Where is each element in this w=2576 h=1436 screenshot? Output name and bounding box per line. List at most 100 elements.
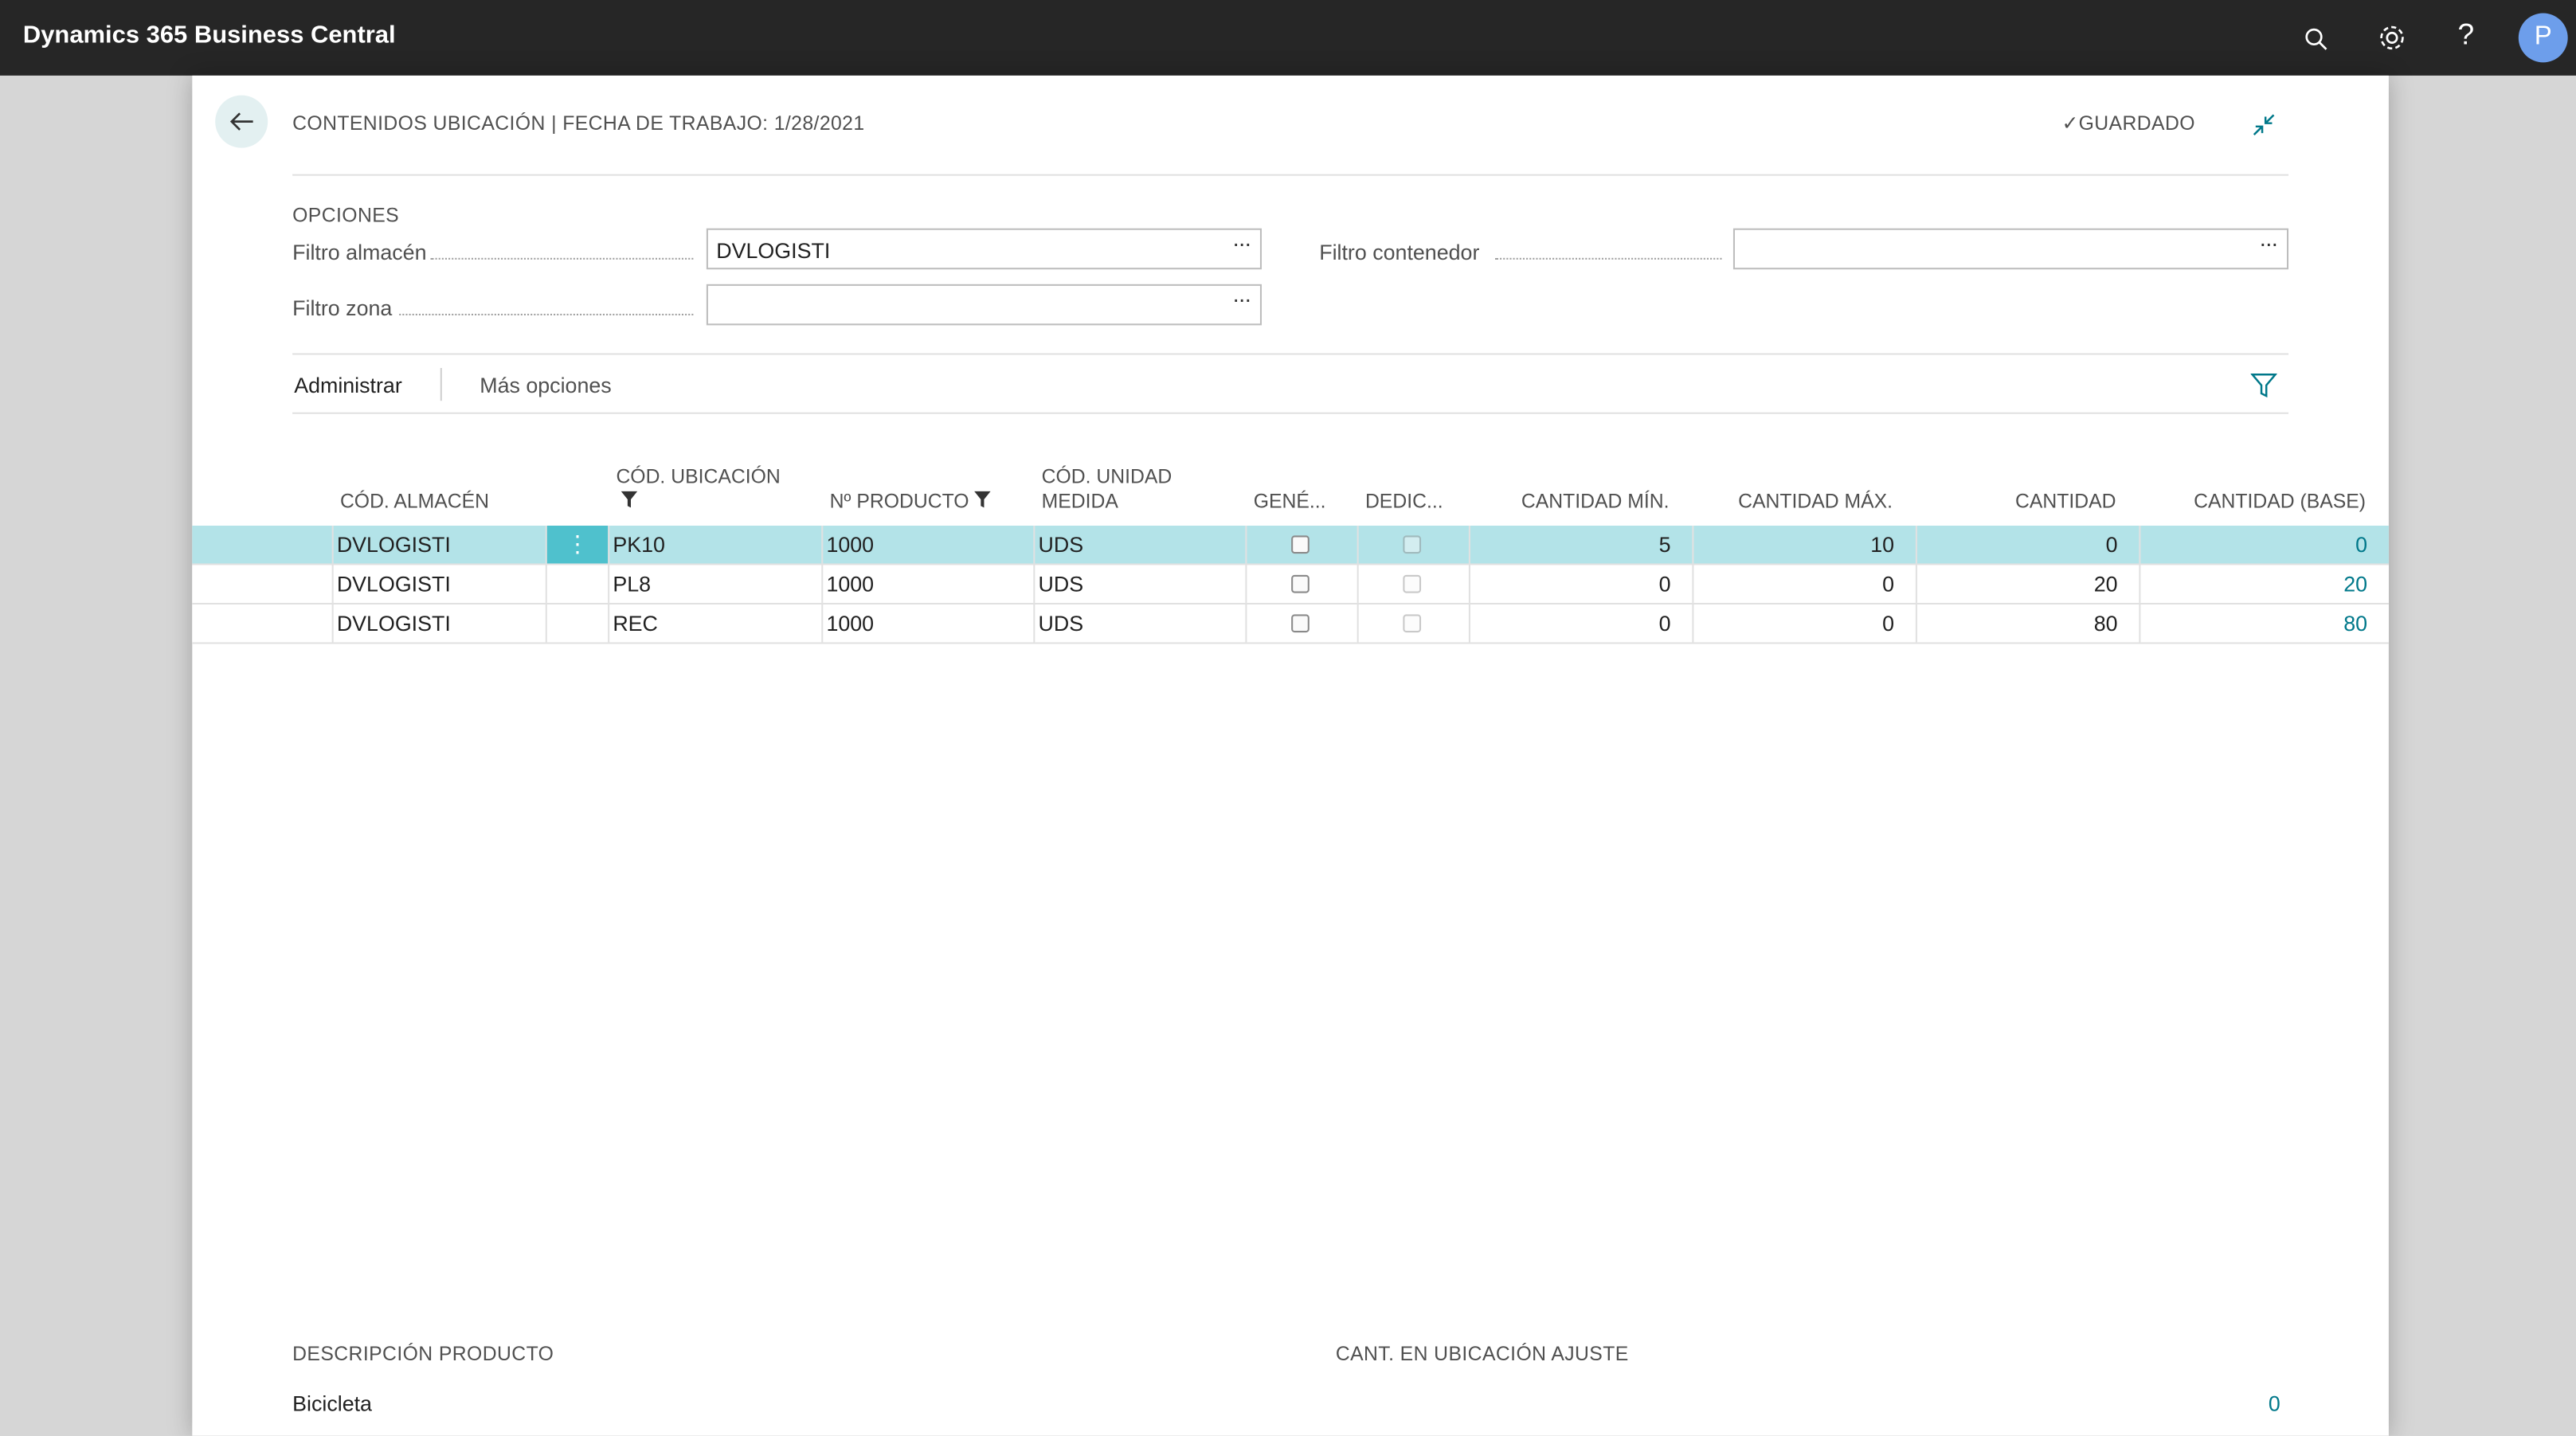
header-text: CÓD. UBICACIÓN: [616, 464, 781, 488]
cell-border: [1915, 565, 1917, 603]
column-header[interactable]: CÓD. UBICACIÓN: [608, 453, 821, 514]
column-header[interactable]: Nº PRODUCTO: [821, 453, 1033, 514]
cell-text: 20: [2093, 571, 2118, 597]
checkbox: [1403, 614, 1422, 633]
cell-text: 5: [1658, 532, 1671, 558]
cell-link[interactable]: 0: [2355, 532, 2368, 558]
search-icon[interactable]: [2304, 26, 2330, 53]
divider: [292, 353, 2289, 355]
app-name: Dynamics 365 Business Central: [22, 21, 396, 49]
cell-border: [2139, 526, 2141, 564]
action-menu[interactable]: Más opciones: [480, 373, 612, 398]
cell-text: 0: [2105, 532, 2118, 558]
header-text: CÓD. ALMACÉN: [339, 489, 489, 513]
cell-text: UDS: [1038, 611, 1084, 636]
lookup-button[interactable]: ···: [1231, 229, 1252, 256]
cell-border: [331, 526, 334, 564]
cell-border: [2139, 605, 2141, 643]
header-text: DEDIC...: [1364, 489, 1443, 513]
cell-border: [545, 526, 547, 564]
leader-dots: [399, 313, 694, 315]
cell-border: [331, 605, 334, 643]
factbox-value: Bicicleta: [292, 1391, 372, 1416]
field-label: Filtro zona: [292, 295, 393, 321]
cell-border: [2139, 565, 2141, 603]
lookup-button[interactable]: ···: [2258, 229, 2279, 256]
checkbox: [1403, 535, 1422, 554]
column-header[interactable]: CANTIDAD (BASE): [2139, 453, 2389, 514]
saved-status: ✓GUARDADO: [2061, 112, 2195, 135]
column-header[interactable]: CANTIDAD MÁX.: [1692, 453, 1916, 514]
cell-text: 0: [1658, 571, 1671, 597]
cell-text: PK10: [613, 532, 665, 558]
checkbox[interactable]: [1291, 614, 1310, 633]
factbox-label: DESCRIPCIÓN PRODUCTO: [292, 1342, 554, 1365]
cell-border: [1357, 565, 1359, 603]
divider: [292, 174, 2289, 176]
checkbox: [1403, 574, 1422, 593]
field-value: DVLOGISTI: [716, 238, 831, 263]
page-panel: [192, 75, 2389, 1436]
filter-icon: [621, 491, 638, 508]
text-input[interactable]: ···: [1732, 228, 2289, 270]
filter-icon: [974, 491, 992, 508]
cell-border: [1245, 565, 1247, 603]
help-icon[interactable]: ?: [2457, 18, 2475, 51]
header-text: CÓD. UNIDAD MEDIDA: [1041, 464, 1173, 513]
page-title: CONTENIDOS UBICACIÓN | FECHA DE TRABAJO:…: [292, 112, 865, 135]
header-text: CANTIDAD (BASE): [2194, 489, 2366, 513]
cell-border: [545, 565, 547, 603]
cell-border: [1915, 526, 1917, 564]
lookup-button[interactable]: ···: [1231, 285, 1252, 312]
table-row[interactable]: [192, 565, 2389, 605]
cell-border: [1692, 605, 1694, 643]
cell-text: DVLOGISTI: [336, 532, 451, 558]
cell-link[interactable]: 80: [2343, 611, 2368, 636]
cell-border: [821, 565, 824, 603]
cell-text: UDS: [1038, 571, 1084, 597]
cell-text: 1000: [826, 571, 875, 597]
cell-border: [821, 526, 824, 564]
header-text: GENÉ...: [1253, 489, 1326, 513]
header-text: CANTIDAD MÁX.: [1738, 489, 1893, 513]
checkbox[interactable]: [1291, 535, 1310, 554]
field-label: Filtro contenedor: [1319, 240, 1480, 265]
cell-text: DVLOGISTI: [336, 571, 451, 597]
cell-border: [1692, 526, 1694, 564]
action-menu[interactable]: Administrar: [294, 373, 402, 398]
cell-border: [331, 565, 334, 603]
field-label: Filtro almacén: [292, 240, 427, 265]
user-avatar[interactable]: P: [2518, 13, 2568, 63]
filter-pane-icon[interactable]: [2250, 373, 2277, 399]
section-heading: OPCIONES: [292, 203, 400, 227]
cell-border: [608, 605, 610, 643]
cell-border: [1033, 526, 1035, 564]
column-header[interactable]: CANTIDAD: [1916, 453, 2139, 514]
column-header[interactable]: CÓD. UNIDAD MEDIDA: [1033, 453, 1245, 514]
cell-border: [1468, 565, 1470, 603]
factbox-link[interactable]: 0: [2268, 1391, 2280, 1416]
checkbox[interactable]: [1291, 574, 1310, 593]
filter-indicator: [616, 490, 821, 515]
column-header[interactable]: GENÉ...: [1245, 453, 1357, 514]
cell-text: 80: [2093, 611, 2118, 636]
saved-text: GUARDADO: [2078, 112, 2195, 135]
text-input[interactable]: DVLOGISTI ···: [706, 228, 1262, 270]
cell-link[interactable]: 20: [2343, 571, 2368, 597]
settings-icon[interactable]: [2377, 23, 2406, 53]
cell-text: 1000: [826, 611, 875, 636]
text-input[interactable]: ···: [706, 284, 1262, 326]
table-row[interactable]: [192, 605, 2389, 644]
column-header[interactable]: CANTIDAD MÍN.: [1469, 453, 1693, 514]
back-button[interactable]: [215, 95, 268, 148]
column-header[interactable]: CÓD. ALMACÉN: [332, 453, 546, 514]
cell-text: PL8: [613, 571, 652, 597]
cell-text: 0: [1882, 571, 1895, 597]
cell-text: REC: [613, 611, 658, 636]
leader-dots: [430, 257, 694, 260]
row-action-cell[interactable]: ⋮: [546, 526, 609, 564]
collapse-icon[interactable]: [2251, 112, 2277, 138]
top-bar: Dynamics 365 Business Central ? P: [0, 0, 2576, 76]
column-header[interactable]: DEDIC...: [1357, 453, 1469, 514]
